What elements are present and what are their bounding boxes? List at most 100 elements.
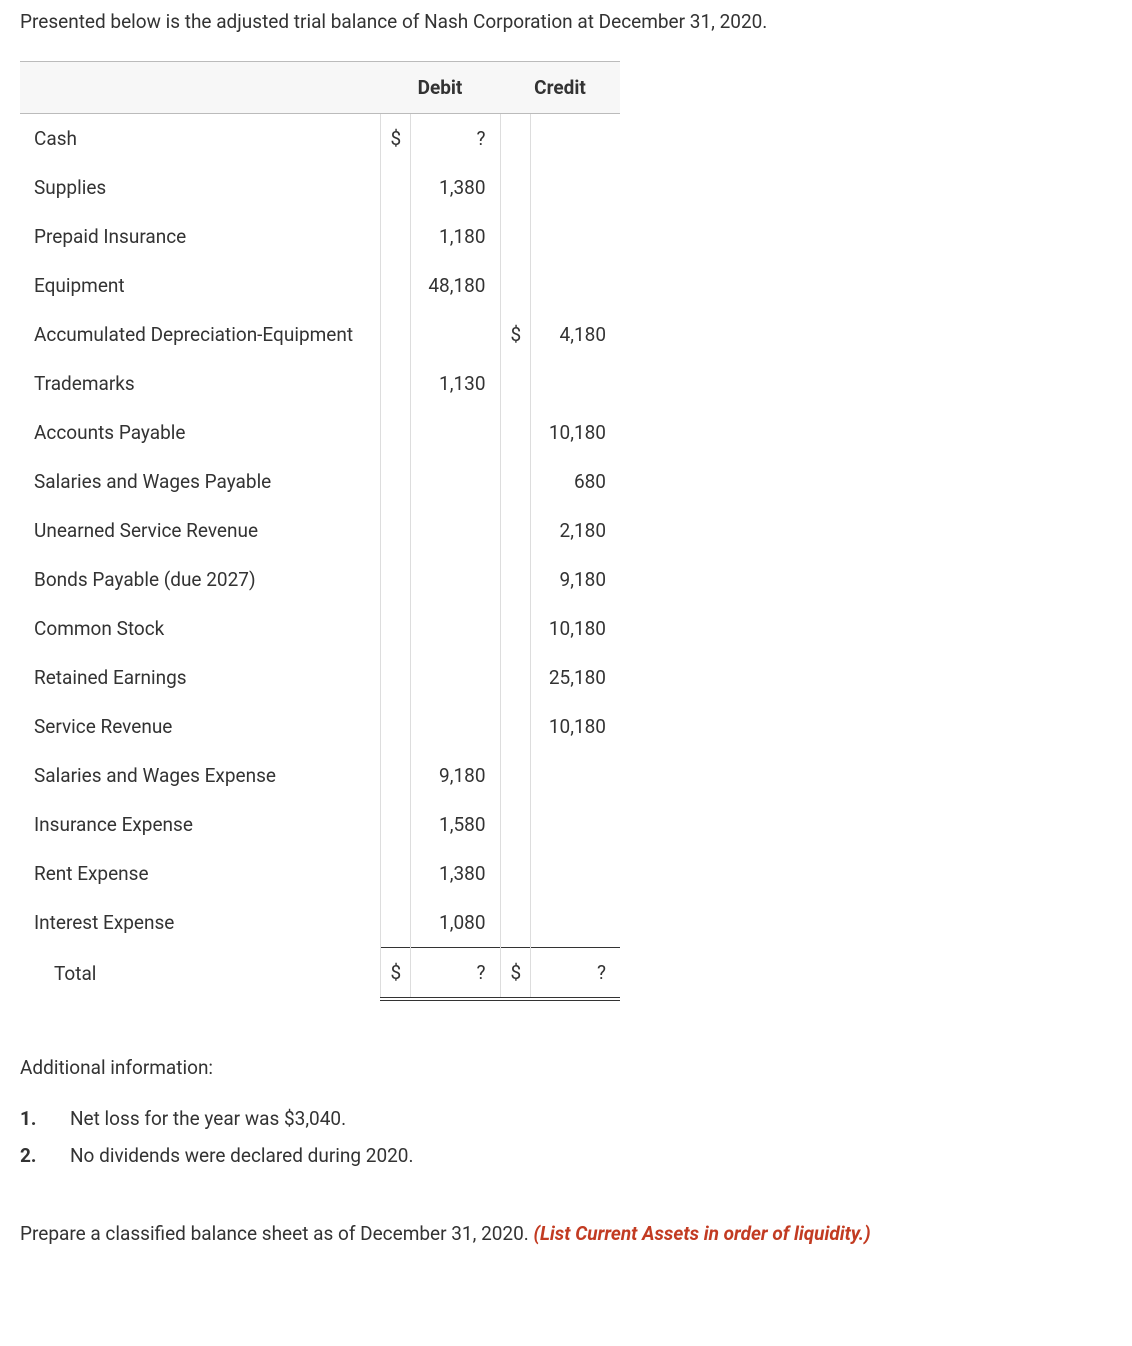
credit-cell: [530, 800, 620, 849]
table-row: Trademarks1,130: [20, 359, 620, 408]
credit-symbol: [500, 212, 530, 261]
account-cell: Interest Expense: [20, 898, 380, 948]
credit-symbol: [500, 702, 530, 751]
account-cell: Bonds Payable (due 2027): [20, 555, 380, 604]
credit-cell: [530, 849, 620, 898]
debit-cell: [410, 408, 500, 457]
debit-cell: 1,180: [410, 212, 500, 261]
table-row: Salaries and Wages Expense9,180: [20, 751, 620, 800]
debit-symbol: [380, 653, 410, 702]
debit-cell: [410, 457, 500, 506]
list-text: No dividends were declared during 2020.: [70, 1144, 413, 1167]
total-credit-cell: ?: [530, 948, 620, 1000]
credit-symbol: [500, 114, 530, 164]
additional-info-item: 2. No dividends were declared during 202…: [20, 1144, 1112, 1167]
additional-info-item: 1. Net loss for the year was $3,040.: [20, 1107, 1112, 1130]
account-cell: Salaries and Wages Payable: [20, 457, 380, 506]
credit-cell: [530, 163, 620, 212]
debit-symbol: [380, 751, 410, 800]
intro-text: Presented below is the adjusted trial ba…: [20, 10, 1112, 33]
account-cell: Insurance Expense: [20, 800, 380, 849]
credit-cell: [530, 898, 620, 948]
account-header: [20, 62, 380, 114]
total-label: Total: [20, 948, 380, 1000]
debit-header: Debit: [380, 62, 500, 114]
account-cell: Accounts Payable: [20, 408, 380, 457]
debit-cell: 1,080: [410, 898, 500, 948]
debit-cell: 48,180: [410, 261, 500, 310]
table-row: Interest Expense 1,080: [20, 898, 620, 948]
list-marker: 1.: [20, 1107, 70, 1130]
credit-symbol: [500, 555, 530, 604]
credit-cell: 10,180: [530, 408, 620, 457]
credit-cell: 10,180: [530, 702, 620, 751]
credit-cell: 10,180: [530, 604, 620, 653]
table-row: Insurance Expense 1,580: [20, 800, 620, 849]
table-row: Accounts Payable 10,180: [20, 408, 620, 457]
debit-symbol: [380, 800, 410, 849]
debit-symbol: [380, 163, 410, 212]
credit-symbol: [500, 800, 530, 849]
instruction-hint: (List Current Assets in order of liquidi…: [534, 1222, 871, 1245]
table-row: Prepaid Insurance1,180: [20, 212, 620, 261]
trial-balance-table: Debit Credit Cash$?Supplies1,380Prepaid …: [20, 61, 620, 1001]
debit-cell: [410, 702, 500, 751]
debit-symbol: [380, 849, 410, 898]
credit-symbol: [500, 359, 530, 408]
debit-symbol: [380, 898, 410, 948]
table-row: Bonds Payable (due 2027) 9,180: [20, 555, 620, 604]
credit-symbol: [500, 898, 530, 948]
credit-symbol: [500, 506, 530, 555]
account-cell: Retained Earnings: [20, 653, 380, 702]
debit-cell: ?: [410, 114, 500, 164]
debit-symbol: [380, 604, 410, 653]
table-row: Unearned Service Revenue2,180: [20, 506, 620, 555]
list-marker: 2.: [20, 1144, 70, 1167]
credit-cell: [530, 359, 620, 408]
credit-symbol: $: [500, 310, 530, 359]
table-row: Common Stock10,180: [20, 604, 620, 653]
account-cell: Service Revenue: [20, 702, 380, 751]
account-cell: Equipment: [20, 261, 380, 310]
total-credit-symbol: $: [500, 948, 530, 1000]
credit-cell: [530, 114, 620, 164]
debit-cell: 1,580: [410, 800, 500, 849]
credit-symbol: [500, 653, 530, 702]
table-row: Retained Earnings 25,180: [20, 653, 620, 702]
list-text: Net loss for the year was $3,040.: [70, 1107, 346, 1130]
debit-cell: [410, 653, 500, 702]
debit-symbol: [380, 555, 410, 604]
credit-cell: 25,180: [530, 653, 620, 702]
debit-symbol: [380, 506, 410, 555]
debit-symbol: [380, 457, 410, 506]
table-row: Rent Expense1,380: [20, 849, 620, 898]
account-cell: Supplies: [20, 163, 380, 212]
table-row: Cash$?: [20, 114, 620, 164]
additional-info-heading: Additional information:: [20, 1056, 1112, 1079]
table-row: Salaries and Wages Payable680: [20, 457, 620, 506]
credit-cell: [530, 261, 620, 310]
additional-info-list: 1. Net loss for the year was $3,040. 2. …: [20, 1107, 1112, 1167]
credit-symbol: [500, 408, 530, 457]
account-cell: Cash: [20, 114, 380, 164]
debit-symbol: [380, 408, 410, 457]
credit-symbol: [500, 604, 530, 653]
credit-cell: 2,180: [530, 506, 620, 555]
instruction-text: Prepare a classified balance sheet as of…: [20, 1222, 1112, 1245]
account-cell: Salaries and Wages Expense: [20, 751, 380, 800]
debit-cell: [410, 506, 500, 555]
table-row: Equipment 48,180: [20, 261, 620, 310]
debit-cell: 1,380: [410, 163, 500, 212]
debit-cell: [410, 604, 500, 653]
debit-cell: [410, 555, 500, 604]
debit-cell: 1,130: [410, 359, 500, 408]
instruction-main: Prepare a classified balance sheet as of…: [20, 1222, 534, 1245]
credit-symbol: [500, 849, 530, 898]
total-row: Total$?$?: [20, 948, 620, 1000]
credit-cell: 9,180: [530, 555, 620, 604]
table-header-row: Debit Credit: [20, 62, 620, 114]
table-row: Supplies 1,380: [20, 163, 620, 212]
total-debit-symbol: $: [380, 948, 410, 1000]
credit-symbol: [500, 457, 530, 506]
debit-symbol: $: [380, 114, 410, 164]
